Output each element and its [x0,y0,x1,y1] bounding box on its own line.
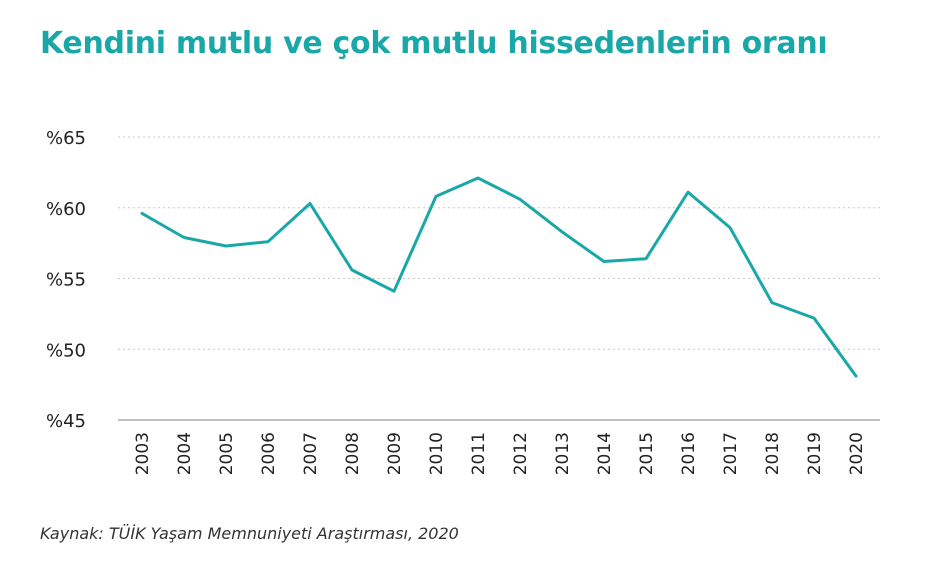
series-line [140,176,858,378]
source-note: Kaynak: TÜİK Yaşam Memnuniyeti Araştırma… [40,524,459,543]
x-tick-label: 2013 [553,432,573,475]
x-tick-label: 2020 [847,432,867,475]
y-tick-label: %65 [46,128,86,149]
x-tick-label: 2017 [721,432,741,475]
y-tick-label: %45 [46,411,86,432]
series-layer [140,176,858,378]
x-tick-label: 2012 [511,432,531,475]
x-tick-label: 2006 [259,432,279,475]
x-tick-label: 2008 [343,432,363,475]
x-tick-label: 2003 [133,432,153,475]
x-tick-label: 2009 [385,432,405,475]
x-tick-label: 2015 [637,432,657,475]
x-tick-label: 2018 [763,432,783,475]
y-axis-ticks: %65 %60 %55 %50 %45 [46,128,86,432]
x-tick-label: 2011 [469,432,489,475]
gridlines [118,136,880,421]
x-tick-label: 2010 [427,432,447,475]
y-tick-label: %55 [46,270,86,291]
x-axis-ticks: 2003 2004 2005 2006 2007 2008 2009 2010 2011 2012… [133,432,867,475]
y-tick-label: %50 [46,340,86,361]
y-tick-label: %60 [46,199,86,220]
x-tick-label: 2014 [595,432,615,475]
x-tick-label: 2005 [217,432,237,475]
x-tick-label: 2016 [679,432,699,475]
x-tick-label: 2019 [805,432,825,475]
x-tick-label: 2004 [175,432,195,475]
x-tick-label: 2007 [301,432,321,475]
chart-title: Kendini mutlu ve çok mutlu hissedenlerin… [40,26,828,61]
